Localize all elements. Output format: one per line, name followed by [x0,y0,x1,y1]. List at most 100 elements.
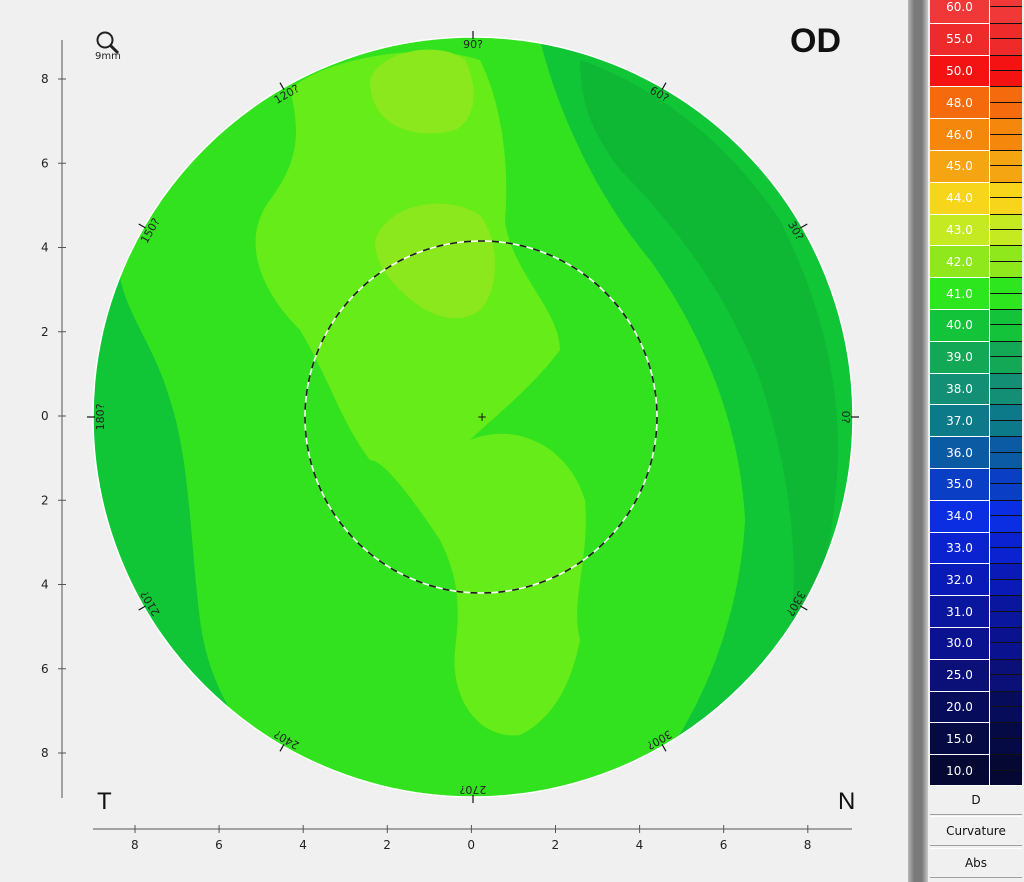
scale-step: 34.0 [930,500,1022,533]
scale-step-label: 40.0 [930,309,990,342]
degree-label: 270? [459,783,486,796]
scale-step-swatch [990,755,1022,787]
scale-step-label: 50.0 [930,55,990,88]
scale-step-swatch [990,278,1022,310]
degree-tick [800,223,808,229]
scale-step-label: 60.0 [930,0,990,24]
x-tick-label: 8 [804,838,812,852]
color-scale-panel: 60.0 55.0 50.0 48.0 46.0 45.0 44.0 43.0 42.0 41.0… [928,0,1024,882]
scale-step-label: 32.0 [930,564,990,597]
nasal-label: N [838,788,856,815]
map-type-button[interactable]: Curvature [930,816,1022,846]
units-button[interactable]: D [930,785,1022,815]
scale-step-swatch [990,691,1022,724]
scale-mode-button[interactable]: Abs [930,848,1022,878]
scale-step-label: 48.0 [930,87,990,120]
scale-step: 46.0 [930,119,1022,151]
scale-step-label: 42.0 [930,246,990,279]
y-axis-ticks: 8 6 4 2 0 2 4 6 8 [41,72,66,760]
scale-step: 50.0 [930,55,1022,88]
scale-step-swatch [990,87,1022,120]
scale-step-swatch [990,500,1022,533]
y-tick-label: 6 [41,662,49,676]
y-tick-label: 4 [41,241,49,255]
scale-step-label: 35.0 [930,468,990,501]
zoom-level-label: 9mm [95,51,121,62]
scale-step-label: 43.0 [930,214,990,247]
scale-step-swatch [990,309,1022,342]
scale-step-label: 15.0 [930,723,990,756]
scale-step-swatch [990,119,1022,151]
scale-step-label: 31.0 [930,596,990,628]
curvature-zones [93,37,853,797]
degree-label: 180? [94,403,107,430]
degree-tick [279,744,285,752]
scale-step-label: 10.0 [930,755,990,787]
scale-step-swatch [990,150,1022,183]
panel-splitter[interactable] [908,0,928,882]
scale-step-swatch [990,405,1022,438]
y-tick-label: 2 [41,493,49,507]
scale-step: 10.0 [930,755,1022,787]
scale-step: 41.0 [930,278,1022,310]
scale-step-swatch [990,341,1022,374]
scale-step: 43.0 [930,214,1022,247]
x-tick-label: 6 [215,838,223,852]
scale-step-swatch [990,55,1022,88]
degree-label: 0? [839,411,852,424]
scale-step: 32.0 [930,564,1022,597]
scale-step-label: 41.0 [930,278,990,310]
scale-step-label: 38.0 [930,373,990,406]
x-tick-label: 4 [299,838,307,852]
degree-tick [800,605,808,611]
scale-step-swatch [990,627,1022,660]
center-mark: + [477,410,487,424]
scale-step-swatch [990,596,1022,628]
scale-step-swatch [990,723,1022,756]
scale-step-swatch [990,532,1022,565]
scale-step: 39.0 [930,341,1022,374]
scale-step-swatch [990,23,1022,56]
scale-step: 25.0 [930,659,1022,692]
scale-step-label: 34.0 [930,500,990,533]
color-scale-list: 60.0 55.0 50.0 48.0 46.0 45.0 44.0 43.0 42.0 41.0… [930,0,1022,787]
degree-tick [661,82,667,90]
degree-tick [661,744,667,752]
x-tick-label: 8 [131,838,139,852]
temporal-label: T [97,788,112,815]
scale-step-label: 37.0 [930,405,990,438]
eye-label: OD [790,22,841,60]
scale-step: 44.0 [930,182,1022,215]
y-tick-label: 2 [41,325,49,339]
scale-step-swatch [990,564,1022,597]
zone-43 [370,49,474,134]
scale-step-swatch [990,182,1022,215]
x-tick-label: 4 [636,838,644,852]
degree-label: 90? [463,38,483,51]
scale-step: 55.0 [930,23,1022,56]
scale-step: 35.0 [930,468,1022,501]
x-tick-label: 6 [720,838,728,852]
scale-step: 38.0 [930,373,1022,406]
scale-step: 42.0 [930,246,1022,279]
pupil-ring-dashed [304,240,658,594]
y-tick-label: 8 [41,72,49,86]
zoom-icon[interactable] [94,30,122,60]
y-tick-label: 6 [41,156,49,170]
scale-step: 36.0 [930,437,1022,469]
scale-step-label: 25.0 [930,659,990,692]
scale-step-label: 46.0 [930,119,990,151]
scale-step: 48.0 [930,87,1022,120]
scale-step-label: 44.0 [930,182,990,215]
degree-tick [138,223,146,229]
scale-step-label: 55.0 [930,23,990,56]
zone-40-right-band [580,60,839,640]
scale-step-swatch [990,246,1022,279]
scale-step-swatch [990,214,1022,247]
scale-step-label: 45.0 [930,150,990,183]
y-tick-label: 0 [41,409,49,423]
scale-step-label: 33.0 [930,532,990,565]
degree-tick [138,605,146,611]
